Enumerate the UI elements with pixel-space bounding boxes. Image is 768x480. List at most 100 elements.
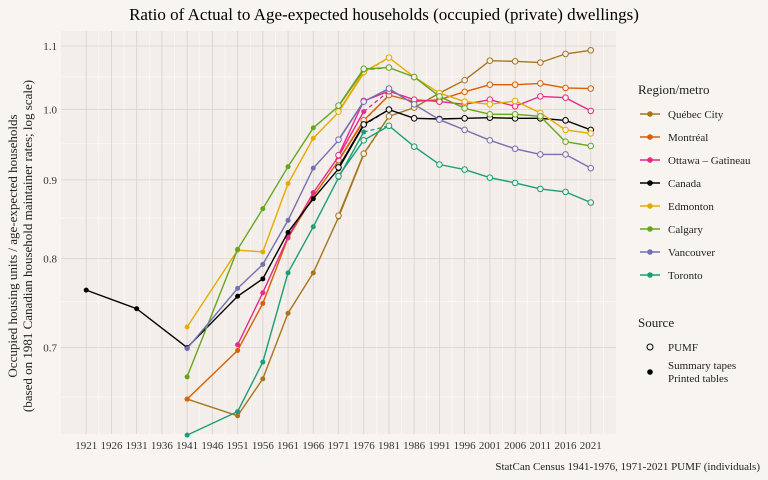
legend-region-title: Region/metro — [638, 82, 710, 97]
data-point-pumf — [361, 138, 367, 144]
data-point-pumf — [588, 165, 594, 171]
chart-caption: StatCan Census 1941-1976, 1971-2021 PUMF… — [495, 461, 760, 473]
legend-tables-marker — [647, 369, 653, 375]
data-point-pumf — [588, 108, 594, 114]
data-point-tables — [185, 324, 190, 329]
data-point-pumf — [336, 165, 342, 171]
x-tick-label: 1941 — [176, 440, 198, 452]
data-point-pumf — [512, 103, 518, 109]
x-tick-label: 1951 — [227, 440, 249, 452]
data-point-tables — [286, 181, 291, 186]
x-tick-label: 1976 — [353, 440, 376, 452]
x-tick-label: 1991 — [428, 440, 450, 452]
data-point-pumf — [512, 180, 518, 186]
data-point-tables — [286, 218, 291, 223]
data-point-pumf — [563, 139, 569, 145]
data-point-pumf — [588, 200, 594, 206]
data-point-tables — [235, 342, 240, 347]
x-tick-label: 1961 — [277, 440, 299, 452]
legend-label-montr-al: Montréal — [668, 132, 708, 144]
data-point-pumf — [538, 186, 544, 192]
data-point-tables — [235, 409, 240, 414]
legend-label-toronto: Toronto — [668, 270, 703, 282]
legend-source-title: Source — [638, 315, 674, 330]
data-point-pumf — [462, 89, 468, 95]
legend-marker-toronto — [647, 272, 653, 278]
data-point-pumf — [588, 143, 594, 149]
legend-marker-ottawa-gatineau — [647, 157, 653, 163]
data-point-tables — [286, 311, 291, 316]
legend-label-calgary: Calgary — [668, 224, 703, 236]
data-point-pumf — [487, 58, 493, 64]
x-tick-label: 1966 — [302, 440, 325, 452]
data-point-tables — [286, 230, 291, 235]
legend-label-vancouver: Vancouver — [668, 247, 715, 259]
data-point-tables — [134, 306, 139, 311]
data-point-pumf — [512, 146, 518, 152]
x-tick-label: 1926 — [100, 440, 123, 452]
data-point-pumf — [386, 65, 392, 71]
legend-label-qu-bec-city: Québec City — [668, 109, 724, 121]
data-point-pumf — [563, 127, 569, 133]
data-point-pumf — [563, 95, 569, 101]
data-point-tables — [185, 397, 190, 402]
y-tick-label: 1.1 — [43, 41, 57, 53]
data-point-tables — [361, 109, 366, 114]
legend-marker-vancouver — [647, 249, 653, 255]
data-point-tables — [286, 270, 291, 275]
data-point-pumf — [512, 98, 518, 104]
data-point-pumf — [563, 51, 569, 57]
data-point-pumf — [462, 127, 468, 133]
data-point-pumf — [361, 66, 367, 72]
data-point-pumf — [336, 109, 342, 115]
legend-pumf-label: PUMF — [668, 342, 698, 354]
legend-marker-montr-al — [647, 134, 653, 140]
data-point-tables — [311, 166, 316, 171]
legend-region: Region/metro Québec City Montréal Ottawa –… — [638, 82, 751, 282]
x-tick-label: 2011 — [530, 440, 552, 452]
data-point-pumf — [487, 138, 493, 144]
data-point-pumf — [411, 74, 417, 80]
data-point-pumf — [563, 118, 569, 124]
legend-label-edmonton: Edmonton — [668, 201, 714, 213]
data-point-pumf — [411, 101, 417, 107]
data-point-tables — [286, 164, 291, 169]
chart-title: Ratio of Actual to Age-expected househol… — [129, 5, 639, 24]
y-tick-label: 0.8 — [43, 254, 57, 266]
x-tick-label: 1931 — [126, 440, 148, 452]
data-point-tables — [235, 348, 240, 353]
data-point-pumf — [361, 122, 367, 128]
data-point-tables — [185, 433, 190, 438]
data-point-pumf — [563, 152, 569, 158]
y-axis-title-line1: Occupied housing units / age-expected ho… — [5, 114, 20, 377]
legend-summary-tapes-label: Summary tapes — [668, 360, 736, 372]
x-tick-label: 1971 — [328, 440, 350, 452]
x-tick-label: 1981 — [378, 440, 400, 452]
data-point-tables — [260, 290, 265, 295]
data-point-pumf — [487, 101, 493, 107]
data-point-pumf — [386, 123, 392, 129]
legend-label-canada: Canada — [668, 178, 701, 190]
data-point-pumf — [336, 173, 342, 179]
x-tick-label: 2006 — [504, 440, 527, 452]
x-tick-label: 1936 — [151, 440, 174, 452]
x-tick-label: 2021 — [580, 440, 602, 452]
data-point-tables — [84, 288, 89, 293]
data-point-tables — [235, 294, 240, 299]
x-tick-label: 1956 — [252, 440, 275, 452]
data-point-pumf — [386, 114, 392, 120]
data-point-pumf — [437, 94, 443, 100]
data-point-tables — [311, 270, 316, 275]
data-point-pumf — [361, 99, 367, 105]
data-point-tables — [235, 286, 240, 291]
legend-printed-tables-label: Printed tables — [668, 373, 728, 385]
data-point-pumf — [512, 59, 518, 65]
legend-marker-calgary — [647, 226, 653, 232]
data-point-tables — [311, 190, 316, 195]
data-point-pumf — [538, 60, 544, 66]
data-point-pumf — [487, 111, 493, 117]
data-point-tables — [260, 276, 265, 281]
data-point-tables — [260, 301, 265, 306]
legend-marker-canada — [647, 180, 653, 186]
data-point-pumf — [462, 77, 468, 83]
